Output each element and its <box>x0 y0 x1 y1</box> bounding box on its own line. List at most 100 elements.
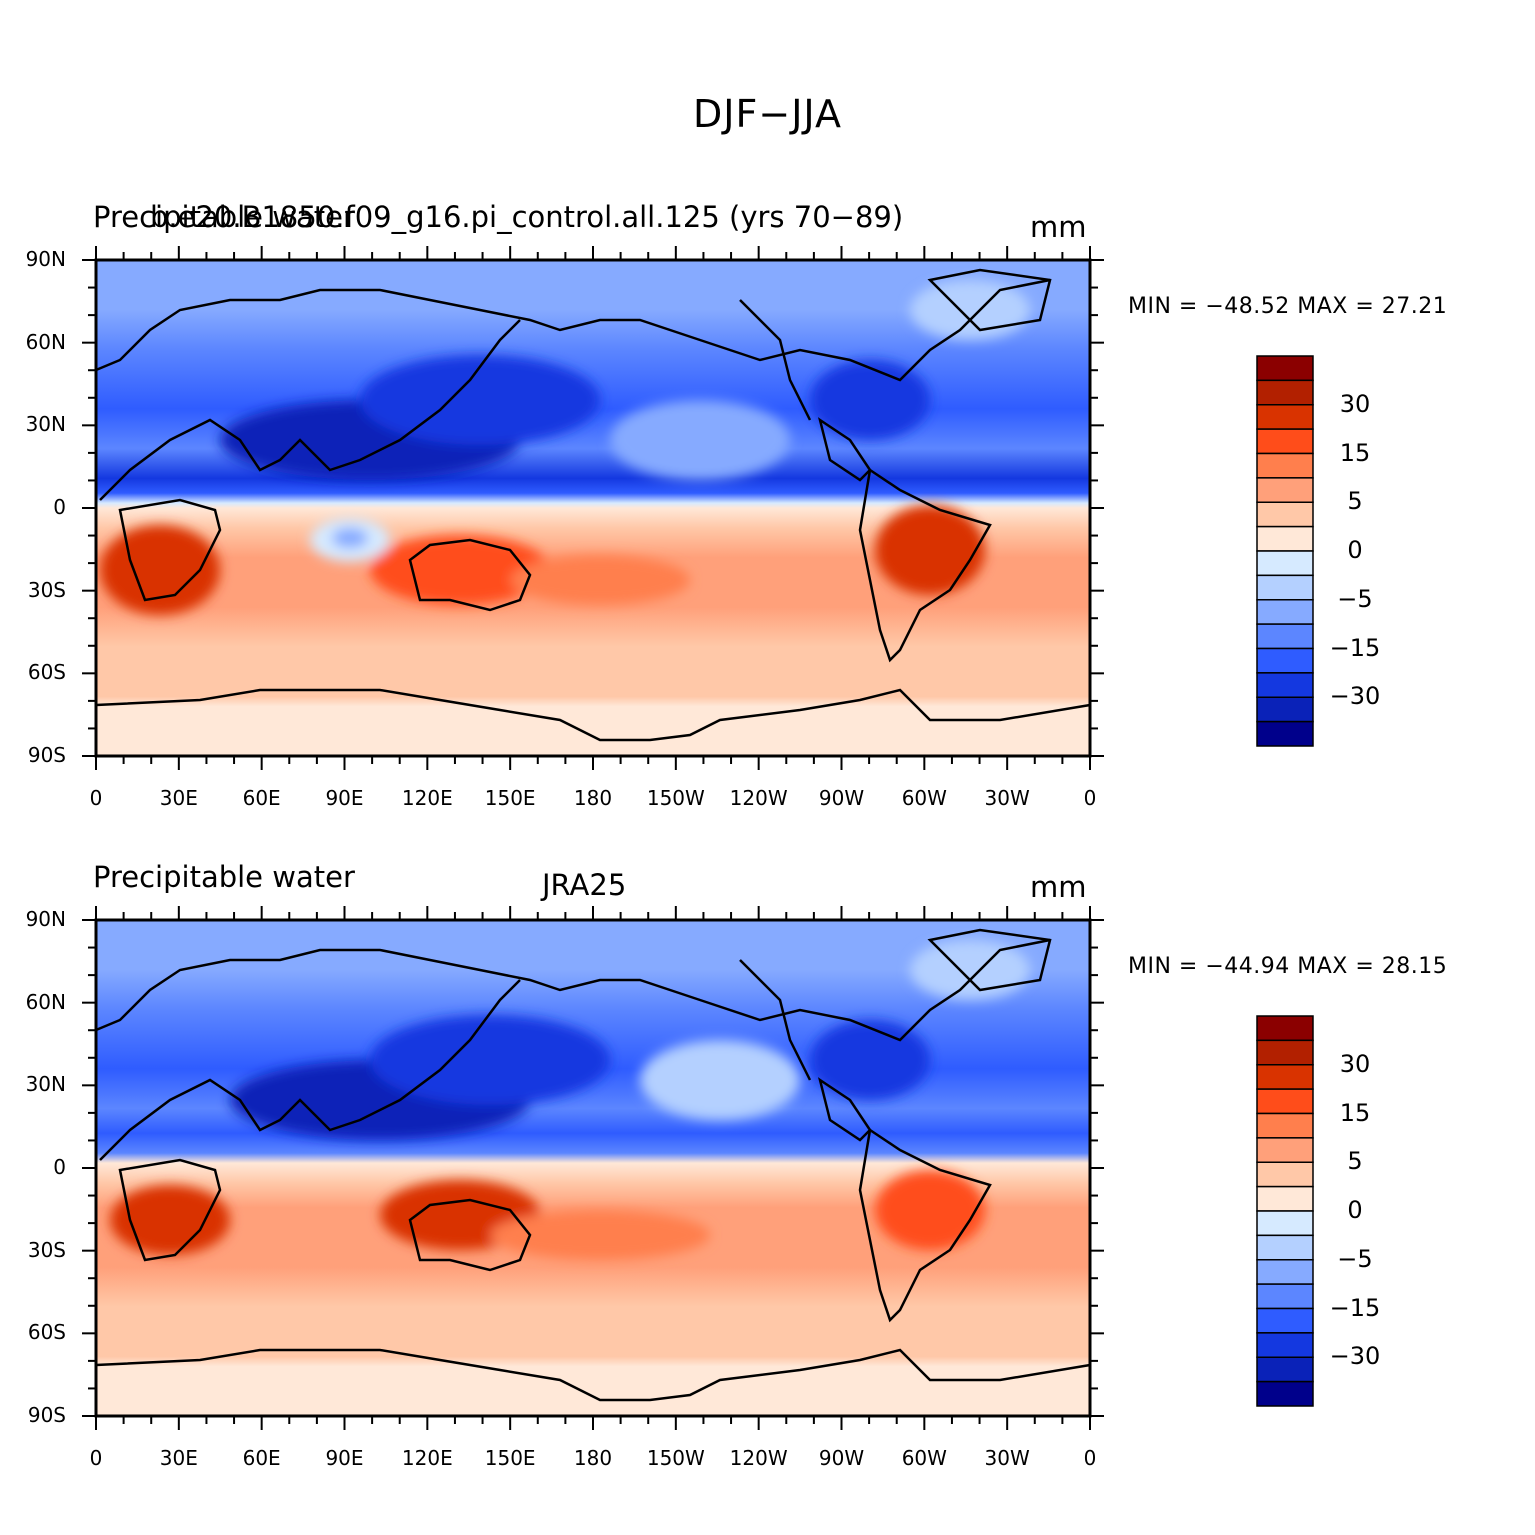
colorbar-swatch <box>1256 720 1314 747</box>
panel2-colorbar <box>1256 1015 1314 1407</box>
panel1-axes <box>82 246 1104 770</box>
panel2-axes <box>82 906 1104 1430</box>
colorbar-swatch <box>1256 574 1314 601</box>
panel2-minmax: MIN = −44.94 MAX = 28.15 <box>1128 954 1448 979</box>
colorbar-swatch <box>1256 1112 1314 1139</box>
colorbar-swatch <box>1256 477 1314 503</box>
colorbar-swatch <box>1256 1283 1314 1310</box>
x-tick-label: 90W <box>818 786 865 810</box>
colorbar-swatch <box>1256 1234 1314 1261</box>
panel1-minmax: MIN = −48.52 MAX = 27.21 <box>1128 294 1448 319</box>
x-tick-label: 150E <box>484 786 536 810</box>
x-tick-label: 90E <box>325 786 364 810</box>
colorbar-swatch <box>1256 1137 1314 1163</box>
colorbar-swatch <box>1256 1064 1314 1090</box>
colorbar-swatch <box>1256 525 1314 552</box>
colorbar-swatch <box>1256 599 1314 625</box>
colorbar-swatch <box>1256 1307 1314 1334</box>
colorbar-swatch <box>1256 452 1314 479</box>
x-tick-label: 90E <box>325 1446 364 1470</box>
colorbar-label: 15 <box>1339 1098 1371 1127</box>
y-tick-label: 60N <box>25 989 66 1014</box>
panel1-left-title: Precipitable water <box>93 200 355 234</box>
x-tick-label: 120W <box>729 786 788 810</box>
colorbar-label: 0 <box>1347 1196 1363 1224</box>
y-tick-label: 30N <box>25 1072 66 1097</box>
panel1-colorbar <box>1256 355 1314 747</box>
x-tick-label: 30E <box>159 1446 198 1470</box>
x-tick-label: 60W <box>901 1446 947 1470</box>
x-tick-label: 120E <box>401 1446 453 1470</box>
x-tick-label: 180 <box>573 1446 613 1470</box>
panel1-coastlines <box>95 268 1091 742</box>
y-tick-label: 60N <box>25 329 66 354</box>
x-tick-label: 0 <box>1083 1446 1097 1470</box>
coastlines <box>94 268 1092 1402</box>
panel2-field <box>96 920 1090 1416</box>
colorbar-label: 30 <box>1339 1049 1371 1078</box>
panel2-map <box>96 920 1090 1416</box>
colorbar-label: −15 <box>1329 1293 1381 1322</box>
colorbar-swatch <box>1256 1015 1314 1042</box>
panel1-units: mm <box>1030 210 1087 244</box>
y-tick-label: 0 <box>53 1155 66 1179</box>
x-tick-label: 60E <box>242 786 281 810</box>
colorbar-swatch <box>1256 1356 1314 1383</box>
colorbar-swatch <box>1256 428 1314 455</box>
colorbar-label: 5 <box>1347 1147 1363 1176</box>
y-tick-label: 90S <box>27 743 66 767</box>
colorbar-swatch <box>1256 404 1314 430</box>
colorbar-label: −5 <box>1337 1244 1373 1273</box>
colorbar-swatch <box>1256 1210 1314 1237</box>
colorbar-swatch <box>1256 672 1314 698</box>
colorbar-swatch <box>1256 1161 1314 1188</box>
colorbar-label: 5 <box>1347 487 1363 516</box>
colorbar-label: 0 <box>1347 536 1363 564</box>
colorbar-swatch <box>1256 1380 1314 1407</box>
panel1-map <box>96 260 1090 756</box>
y-tick-label: 90S <box>27 1403 66 1427</box>
x-tick-label: 90W <box>818 1446 865 1470</box>
colorbar-label: −30 <box>1329 1342 1381 1371</box>
colorbar-swatch <box>1256 647 1314 674</box>
y-tick-label: 60S <box>27 1320 66 1345</box>
y-tick-label: 60S <box>27 660 66 685</box>
x-tick-label: 30E <box>159 786 198 810</box>
colorbar-swatch <box>1256 379 1314 406</box>
colorbar-swatch <box>1256 550 1314 577</box>
x-tick-label: 0 <box>89 786 103 810</box>
y-tick-label: 30N <box>25 412 66 437</box>
panel2-center-title: JRA25 <box>542 868 627 902</box>
x-tick-label: 150W <box>646 786 705 810</box>
x-tick-label: 30W <box>984 1446 1030 1470</box>
colorbar-swatch <box>1256 1185 1314 1212</box>
figure-title: DJF−JJA <box>693 92 842 136</box>
colorbar-swatch <box>1256 1332 1314 1358</box>
y-tick-label: 30S <box>27 577 66 602</box>
x-tick-label: 30W <box>984 786 1030 810</box>
colorbar-swatch <box>1256 623 1314 650</box>
x-tick-label: 60E <box>242 1446 281 1470</box>
x-tick-label: 120E <box>401 786 453 810</box>
x-tick-label: 60W <box>901 786 947 810</box>
panel2-left-title: Precipitable water <box>93 860 355 894</box>
colorbar-swatch <box>1256 1088 1314 1115</box>
x-tick-label: 0 <box>89 1446 103 1470</box>
colorbar-swatch <box>1256 696 1314 723</box>
colorbar-swatch <box>1256 1039 1314 1066</box>
y-tick-label: 90N <box>25 907 66 931</box>
x-tick-label: 180 <box>573 786 613 810</box>
panel1-center-title: b.e20.B1850.f09_g16.pi_control.all.125 (… <box>150 200 904 234</box>
colorbar-label: 30 <box>1339 389 1371 418</box>
y-tick-label: 0 <box>53 495 66 519</box>
y-tick-label: 90N <box>25 247 66 271</box>
panel2-units: mm <box>1030 870 1087 904</box>
colorbar-swatch <box>1256 355 1314 382</box>
colorbar-label: −5 <box>1337 584 1373 613</box>
colorbar-swatch <box>1256 1259 1314 1285</box>
x-tick-label: 150E <box>484 1446 536 1470</box>
colorbar-label: −30 <box>1329 682 1381 711</box>
x-tick-label: 150W <box>646 1446 705 1470</box>
colorbar-swatch <box>1256 501 1314 528</box>
